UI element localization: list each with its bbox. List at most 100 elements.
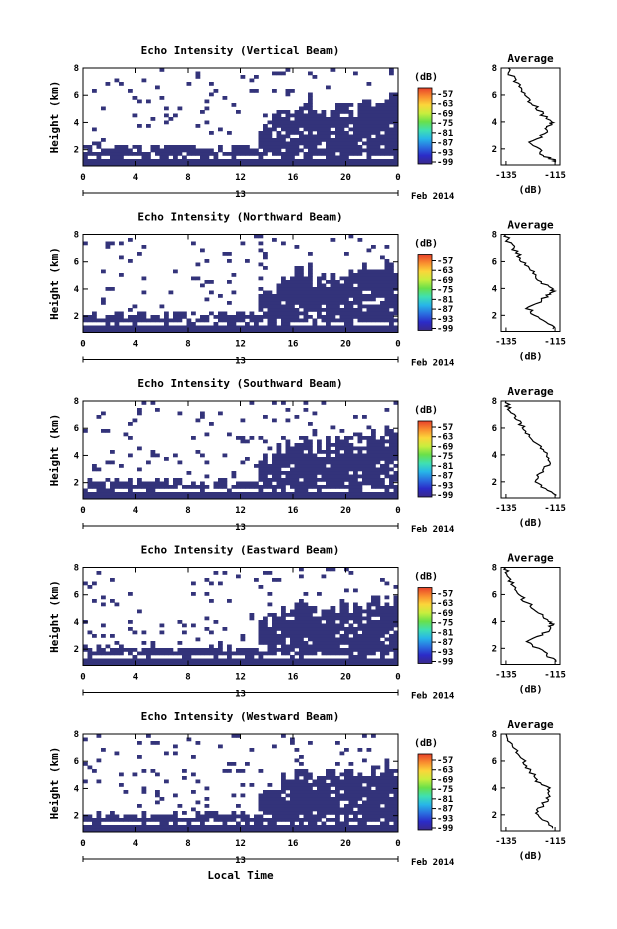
profile-y-tick-label: 6 xyxy=(492,590,497,600)
y-tick-label: 2 xyxy=(74,312,79,322)
colorbar-tick-label: -87 xyxy=(437,305,453,315)
panel-1: Echo Intensity (Vertical Beam) 2 4 6 8 Height… xyxy=(48,44,566,202)
colorbar-tick-label: -63 xyxy=(437,433,453,443)
colorbar-tick-label: -75 xyxy=(437,785,453,795)
colorbar-tick-label: -99 xyxy=(437,325,453,335)
panel-title: Echo Intensity (Northward Beam) xyxy=(137,211,342,224)
colorbar-tick-label: -69 xyxy=(437,442,453,452)
colorbar-tick-label: -57 xyxy=(437,423,453,433)
profile-x-label: (dB) xyxy=(518,851,542,862)
x-tick-label: 20 xyxy=(340,173,351,183)
profile-y-tick-label: 2 xyxy=(492,811,497,821)
x-tick-label: 0 xyxy=(80,340,85,350)
y-tick-label: 4 xyxy=(74,285,80,295)
y-axis-label: Height (km) xyxy=(48,747,61,820)
date-month-year: Feb 2014 xyxy=(411,858,455,868)
colorbar-tick-label: -87 xyxy=(437,805,453,815)
panel-title: Echo Intensity (Vertical Beam) xyxy=(141,44,340,57)
profile-x-tick-label: -135 xyxy=(495,671,517,681)
colorbar-tick-label: -75 xyxy=(437,452,453,462)
colorbar-tick-label: -63 xyxy=(437,100,453,110)
profile-y-tick-label: 2 xyxy=(492,478,497,488)
profile-frame xyxy=(500,400,561,499)
x-tick-label: 0 xyxy=(80,173,85,183)
x-tick-label: 20 xyxy=(340,673,351,683)
echo-field xyxy=(83,567,399,666)
profile-x-tick-label: -115 xyxy=(544,504,566,514)
y-tick-label: 4 xyxy=(74,118,80,128)
profile-title: Average xyxy=(507,219,554,232)
colorbar xyxy=(417,87,433,165)
y-tick-label: 8 xyxy=(74,64,79,74)
x-tick-label: 8 xyxy=(185,673,190,683)
profile-title: Average xyxy=(507,718,554,731)
colorbar-unit: (dB) xyxy=(414,239,438,250)
colorbar xyxy=(417,587,433,664)
colorbar-tick-label: -93 xyxy=(437,315,453,325)
profile-x-label: (dB) xyxy=(518,352,542,363)
colorbar-tick-label: -99 xyxy=(437,491,453,501)
profile-y-tick-label: 6 xyxy=(492,91,497,101)
colorbar-tick-label: -81 xyxy=(437,795,453,805)
profile-y-tick-label: 2 xyxy=(492,145,497,155)
profile-y-tick-label: 8 xyxy=(492,564,497,574)
x-tick-label: 4 xyxy=(133,673,139,683)
y-axis-label: Height (km) xyxy=(48,247,61,320)
x-tick-label: 4 xyxy=(133,506,139,516)
x-tick-label: 12 xyxy=(235,839,246,849)
date-day: 13 xyxy=(235,357,246,367)
y-axis-label: Height (km) xyxy=(48,414,61,487)
profile-x-tick-label: -115 xyxy=(544,837,566,847)
x-tick-label: 0 xyxy=(395,839,400,849)
x-tick-label: 4 xyxy=(133,839,139,849)
x-tick-label: 8 xyxy=(185,340,190,350)
x-tick-label: 8 xyxy=(185,173,190,183)
y-tick-label: 4 xyxy=(74,784,80,794)
panel-4: Echo Intensity (Eastward Beam) 2 4 6 8 Height… xyxy=(48,544,566,702)
profile-x-label: (dB) xyxy=(518,685,542,696)
profile-x-tick-label: -115 xyxy=(544,671,566,681)
colorbar-unit: (dB) xyxy=(414,405,438,416)
echo-field xyxy=(83,734,399,833)
date-month-year: Feb 2014 xyxy=(411,525,455,535)
colorbar-tick-label: -93 xyxy=(437,814,453,824)
x-tick-label: 0 xyxy=(395,506,400,516)
y-axis-label: Height (km) xyxy=(48,81,61,154)
profile-y-tick-label: 2 xyxy=(492,311,497,321)
profile-y-tick-label: 4 xyxy=(492,284,498,294)
x-tick-label: 0 xyxy=(80,673,85,683)
y-tick-label: 2 xyxy=(74,645,79,655)
colorbar-tick-label: -87 xyxy=(437,472,453,482)
colorbar-tick-label: -57 xyxy=(437,90,453,100)
profile-y-tick-label: 6 xyxy=(492,424,497,434)
colorbar-tick-label: -75 xyxy=(437,119,453,129)
profile-frame xyxy=(500,234,561,332)
colorbar-tick-label: -81 xyxy=(437,462,453,472)
x-tick-label: 16 xyxy=(288,340,299,350)
colorbar-tick-label: -57 xyxy=(437,257,453,267)
y-tick-label: 2 xyxy=(74,479,79,489)
colorbar-tick-label: -99 xyxy=(437,658,453,668)
y-tick-label: 2 xyxy=(74,146,79,156)
y-tick-label: 8 xyxy=(74,730,79,740)
y-tick-label: 4 xyxy=(74,618,80,628)
y-tick-label: 8 xyxy=(74,397,79,407)
date-month-year: Feb 2014 xyxy=(411,359,455,369)
y-tick-label: 6 xyxy=(74,757,79,767)
colorbar-tick-label: -87 xyxy=(437,638,453,648)
profile-x-tick-label: -135 xyxy=(495,338,517,348)
x-tick-label: 8 xyxy=(185,839,190,849)
colorbar-tick-label: -87 xyxy=(437,139,453,149)
profile-line xyxy=(505,733,554,829)
x-tick-label: 0 xyxy=(395,340,400,350)
x-axis-label: Local Time xyxy=(207,869,274,882)
colorbar-tick-label: -75 xyxy=(437,286,453,296)
y-tick-label: 2 xyxy=(74,812,79,822)
profile-frame xyxy=(500,67,561,166)
profile-y-tick-label: 2 xyxy=(492,644,497,654)
profile-x-tick-label: -135 xyxy=(495,837,517,847)
colorbar-tick-label: -69 xyxy=(437,109,453,119)
profile-x-tick-label: -135 xyxy=(495,171,517,181)
x-tick-label: 0 xyxy=(395,673,400,683)
x-tick-label: 0 xyxy=(395,173,400,183)
